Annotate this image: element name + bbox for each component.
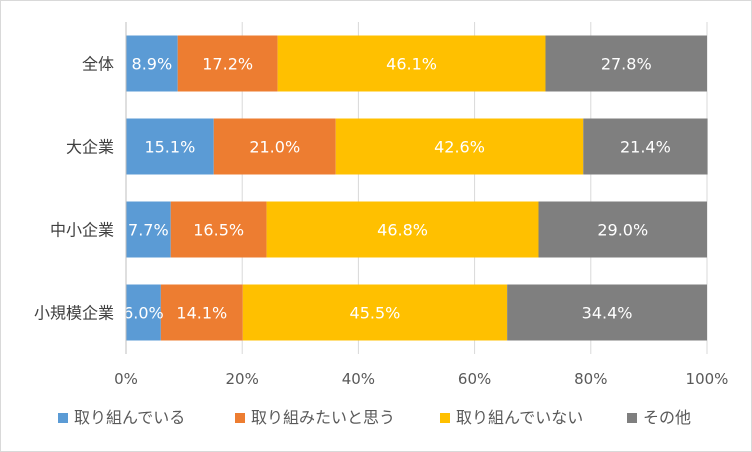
- category-label: 中小企業: [50, 221, 114, 240]
- x-tick-label: 20%: [226, 370, 259, 388]
- category-label: 全体: [82, 55, 114, 74]
- bar-segment: [242, 284, 508, 341]
- bar-segment: [160, 284, 243, 341]
- data-label: 17.2%: [202, 55, 253, 74]
- bar-segment: [213, 118, 336, 175]
- bar-segment: [126, 284, 161, 341]
- data-label: 42.6%: [434, 138, 485, 157]
- legend-label: その他: [643, 408, 691, 427]
- data-label: 8.9%: [132, 55, 173, 74]
- legend-label: 取り組みたいと思う: [251, 408, 395, 427]
- data-label: 29.0%: [597, 221, 648, 240]
- bar-segment: [170, 201, 267, 258]
- legend: 取り組んでいる 取り組みたいと思う 取り組んでいない その他: [58, 408, 691, 427]
- data-labels: 8.9% 17.2% 46.1% 27.8% 15.1% 21.0% 42.6% 21.4% 7…: [123, 55, 671, 323]
- data-label: 27.8%: [601, 55, 652, 74]
- data-label: 6.0%: [123, 304, 164, 323]
- data-label: 45.5%: [350, 304, 401, 323]
- bar-segment: [538, 201, 707, 258]
- x-tick-label: 40%: [342, 370, 375, 388]
- legend-label: 取り組んでいる: [74, 408, 185, 427]
- category-label: 大企業: [66, 138, 114, 157]
- legend-swatch: [440, 413, 450, 423]
- data-label: 16.5%: [193, 221, 244, 240]
- data-label: 46.8%: [377, 221, 428, 240]
- data-label: 34.4%: [582, 304, 633, 323]
- x-tick-label: 80%: [574, 370, 607, 388]
- legend-swatch: [627, 413, 637, 423]
- legend-swatch: [58, 413, 68, 423]
- bar-segment: [126, 35, 178, 92]
- bar-segment: [177, 35, 278, 92]
- x-tick-label: 0%: [114, 370, 138, 388]
- bar-segment: [277, 35, 546, 92]
- bar-segment: [507, 284, 707, 341]
- data-label: 21.0%: [249, 138, 300, 157]
- bar-segment: [266, 201, 539, 258]
- bar-segment: [126, 118, 214, 175]
- legend-label: 取り組んでいない: [456, 408, 583, 427]
- data-label: 7.7%: [128, 221, 169, 240]
- data-label: 21.4%: [620, 138, 671, 157]
- data-label: 15.1%: [144, 138, 195, 157]
- bar-segment: [126, 201, 171, 258]
- bar-segment: [335, 118, 584, 175]
- bars: [126, 35, 708, 341]
- x-tick-label: 100%: [686, 370, 729, 388]
- category-label: 小規模企業: [34, 304, 114, 323]
- data-label: 14.1%: [176, 304, 227, 323]
- x-tick-label: 60%: [458, 370, 491, 388]
- legend-swatch: [235, 413, 245, 423]
- bar-segment: [545, 35, 707, 92]
- bar-segment: [583, 118, 708, 175]
- data-label: 46.1%: [386, 55, 437, 74]
